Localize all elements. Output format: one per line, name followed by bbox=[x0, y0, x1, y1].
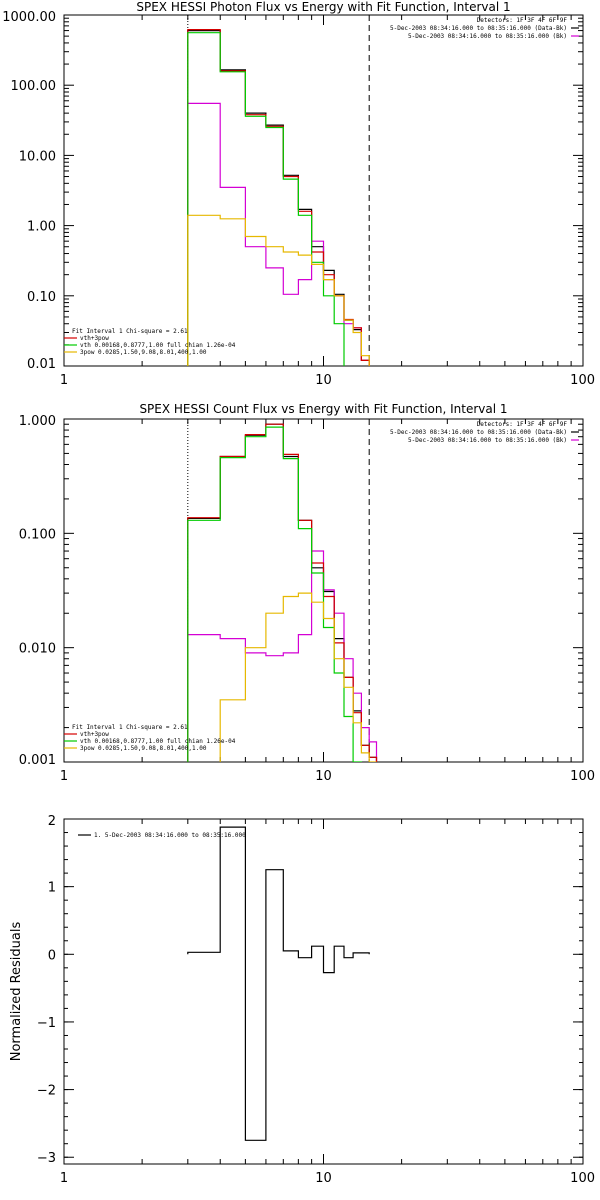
y-tick-label: 0.010 bbox=[19, 642, 56, 657]
series-group bbox=[187, 826, 370, 1141]
y-tick-label: −2 bbox=[37, 1084, 56, 1099]
y-tick-label: 10.00 bbox=[19, 149, 56, 164]
residuals-panel: Normalized Residuals 1 10 100 −3 −2 −1 0 1 2 1. 5-… bbox=[9, 814, 595, 1186]
chart-title: SPEX HESSI Count Flux vs Energy with Fit… bbox=[139, 402, 507, 416]
y-tick-label: 1000.00 bbox=[2, 10, 56, 25]
series-line-1-5-dec-2003-08-34-16-000-to-08-35-16-00 bbox=[187, 826, 370, 1141]
y-tick-label: 0.01 bbox=[27, 357, 56, 372]
header-line: 5-Dec-2003 08:34:16.000 to 08:35:16.000 … bbox=[408, 437, 567, 444]
legend-entry: 3pow 0.0285,1.50,9.08,8.01,400,1.00 bbox=[80, 349, 207, 356]
y-tick-label: 1.000 bbox=[19, 414, 56, 429]
legend-entry: 3pow 0.0285,1.50,9.08,8.01,400,1.00 bbox=[80, 745, 207, 752]
series-line-5-dec-2003-08-34-16-000-to-08-35-16-000- bbox=[187, 550, 378, 762]
x-tick-label: 1 bbox=[60, 769, 68, 784]
series-line-vth-0-00168-0-8777-1-00-full-chian-1-26e bbox=[187, 32, 378, 366]
legend-entry: vth 0.00168,0.8777,1.00 full chian 1.26e… bbox=[80, 738, 236, 745]
x-tick-label: 1 bbox=[60, 373, 68, 388]
x-tick-label: 1 bbox=[60, 1171, 68, 1186]
legend-entry: Fit Interval 1 Chi-square = 2.61 bbox=[72, 724, 188, 731]
series-line-5-dec-2003-08-34-16-000-to-08-35-16-000- bbox=[187, 102, 378, 366]
header-line: Detectors: 1F 3F 4F 6F 9F bbox=[477, 17, 568, 24]
x-tick-label: 100 bbox=[570, 769, 595, 784]
x-tick-label: 10 bbox=[315, 1171, 332, 1186]
y-tick-label: 0.10 bbox=[27, 290, 56, 305]
y-tick-label: 0.100 bbox=[19, 527, 56, 542]
series-line-vth-3pow bbox=[187, 423, 378, 762]
chart-title: SPEX HESSI Photon Flux vs Energy with Fi… bbox=[136, 0, 510, 14]
x-tick-label: 10 bbox=[315, 769, 332, 784]
y-tick-label: 0.001 bbox=[19, 753, 56, 768]
count-flux-panel: SPEX HESSI Count Flux vs Energy with Fit… bbox=[19, 402, 595, 784]
y-tick-label: 1 bbox=[48, 881, 56, 896]
series-line-vth-0-00168-0-8777-1-00-full-chian-1-26e bbox=[187, 426, 378, 762]
x-tick-label: 100 bbox=[570, 373, 595, 388]
legend-entry: 1. 5-Dec-2003 08:34:16.000 to 08:35:16.0… bbox=[94, 832, 246, 839]
y-tick-label: 2 bbox=[48, 814, 56, 829]
series-line-5-dec-2003-08-34-16-000-to-08-35-16-000- bbox=[187, 423, 378, 762]
header-line: 5-Dec-2003 08:34:16.000 to 08:35:16.000 … bbox=[390, 429, 567, 436]
plot-frame bbox=[63, 14, 584, 367]
legend-entry: vth+3pow bbox=[80, 731, 109, 738]
y-tick-label: −3 bbox=[37, 1151, 56, 1166]
x-tick-label: 10 bbox=[315, 373, 332, 388]
header-line: Detectors: 1F 3F 4F 6F 9F bbox=[477, 421, 568, 428]
y-tick-label: −1 bbox=[37, 1016, 56, 1031]
series-line-vth-3pow bbox=[187, 29, 378, 366]
legend-entry: Fit Interval 1 Chi-square = 2.61 bbox=[72, 328, 188, 335]
series-group bbox=[187, 423, 378, 762]
series-line-3pow-0-0285-1-50-9-08-8-01-400-1-00 bbox=[187, 592, 377, 762]
series-group bbox=[187, 29, 378, 366]
x-tick-label: 100 bbox=[570, 1171, 595, 1186]
legend-entry: vth 0.00168,0.8777,1.00 full chian 1.26e… bbox=[80, 342, 236, 349]
y-axis-label: Normalized Residuals bbox=[9, 922, 24, 1062]
y-tick-label: 0 bbox=[48, 948, 56, 963]
y-tick-label: 1.00 bbox=[27, 220, 56, 235]
series-line-3pow-0-0285-1-50-9-08-8-01-400-1-00 bbox=[187, 214, 378, 366]
photon-flux-panel: SPEX HESSI Photon Flux vs Energy with Fi… bbox=[2, 0, 595, 388]
y-tick-label: 100.00 bbox=[11, 79, 57, 94]
header-line: 5-Dec-2003 08:34:16.000 to 08:35:16.000 … bbox=[390, 25, 567, 32]
plot-frame bbox=[63, 818, 584, 1165]
legend-entry: vth+3pow bbox=[80, 335, 109, 342]
series-line-5-dec-2003-08-34-16-000-to-08-35-16-000- bbox=[187, 30, 378, 366]
header-line: 5-Dec-2003 08:34:16.000 to 08:35:16.000 … bbox=[408, 33, 567, 40]
